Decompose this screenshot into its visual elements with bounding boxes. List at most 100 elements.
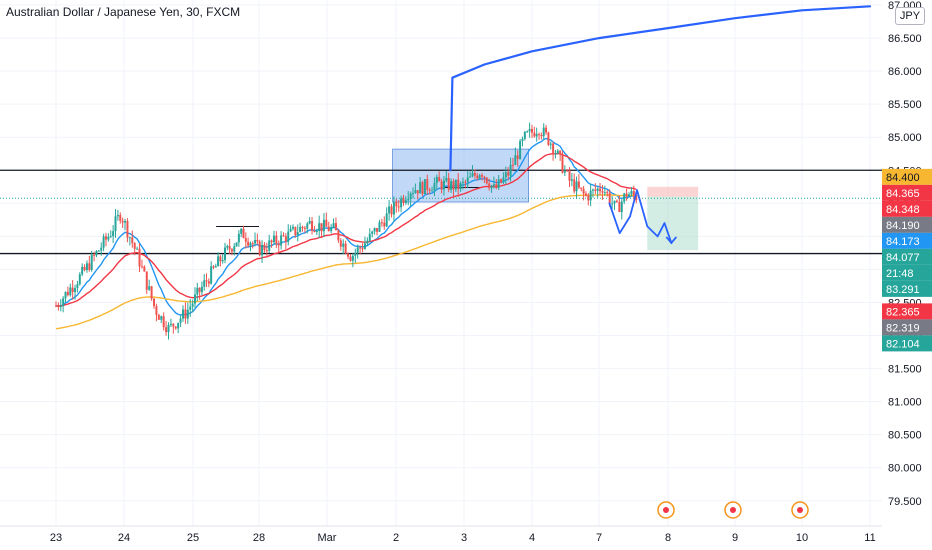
candle-body <box>395 201 398 207</box>
candle-body <box>83 266 86 271</box>
candle-body <box>296 232 299 235</box>
candle-body <box>542 127 545 137</box>
candle-body <box>228 245 231 250</box>
candle-body <box>392 201 395 215</box>
price-label-bg <box>882 216 932 233</box>
candle-body <box>552 143 555 154</box>
chart-grid <box>0 0 882 526</box>
candle-body <box>504 172 507 178</box>
horizontal-levels <box>0 169 882 255</box>
price-label-text: 82.104 <box>886 338 920 350</box>
time-tick-label: 11 <box>864 532 875 544</box>
candle-body <box>181 309 184 319</box>
candle-body <box>143 266 146 272</box>
candle-body <box>414 190 417 194</box>
candle-body <box>459 182 462 190</box>
candle-body <box>330 227 333 232</box>
candle-body <box>272 235 275 243</box>
candle-body <box>454 179 457 190</box>
candle-body <box>313 230 316 232</box>
candle-body <box>409 193 412 199</box>
candle-body <box>488 183 491 189</box>
candle-body <box>334 223 337 231</box>
candle-body <box>174 326 177 329</box>
event-marker-dot <box>663 507 669 513</box>
candle-body <box>270 240 273 243</box>
candle-body <box>435 176 438 184</box>
candle-body <box>566 170 569 172</box>
candle-body <box>162 316 165 328</box>
candle-body <box>445 177 448 181</box>
candle-body <box>466 177 469 183</box>
candle-body <box>447 177 450 190</box>
candle-body <box>268 240 271 251</box>
candle-body <box>556 150 559 154</box>
candle-body <box>327 226 330 232</box>
candle-body <box>632 191 635 196</box>
price-label-bg <box>882 248 932 265</box>
candle-body <box>119 214 122 221</box>
candle-body <box>402 198 405 203</box>
time-tick-label: 7 <box>596 532 602 544</box>
candle-body <box>378 222 381 232</box>
currency-badge[interactable]: JPY <box>895 7 925 25</box>
candle-body <box>366 240 369 244</box>
hand-drawings <box>449 5 872 245</box>
time-axis[interactable]: 23 24 25 28 Mar 2 3 4 7 8 9 10 11 <box>0 525 932 550</box>
price-tick-label: 85.500 <box>888 99 922 111</box>
candle-body <box>210 266 213 284</box>
candle-body <box>280 235 283 246</box>
candle-body <box>426 179 429 190</box>
candle-body <box>502 177 505 183</box>
candle-body <box>359 247 362 249</box>
candle-body <box>478 175 481 179</box>
candle-body <box>128 237 131 239</box>
candle-body <box>587 195 590 201</box>
candle-body <box>145 271 148 290</box>
ema-line-2 <box>55 194 637 330</box>
candle-body <box>373 227 376 232</box>
candle-body <box>249 243 252 246</box>
candle-body <box>325 219 328 227</box>
candle-body <box>535 134 538 137</box>
candle-body <box>172 323 175 327</box>
candle-body <box>256 239 259 242</box>
price-label-text: 82.319 <box>886 322 920 334</box>
candle-body <box>289 228 292 232</box>
candle-body <box>476 175 479 179</box>
price-label-text: 84.400 <box>886 172 920 184</box>
price-label-text: 83.291 <box>886 284 920 296</box>
candle-body <box>523 131 526 139</box>
symbol-title[interactable]: Australian Dollar / Japanese Yen, 30, FX… <box>6 5 241 19</box>
candle-body <box>531 128 533 133</box>
candle-body <box>419 182 422 194</box>
stop-loss-zone <box>647 186 699 197</box>
candle-body <box>196 287 199 295</box>
candle-body <box>618 201 621 213</box>
ema-line-0 <box>55 137 637 316</box>
candle-body <box>452 181 455 190</box>
candle-body <box>193 294 196 304</box>
candle-body <box>589 190 592 201</box>
candle-body <box>521 138 524 142</box>
candle-body <box>495 184 498 189</box>
price-label-text: 84.190 <box>886 220 920 232</box>
candle-body <box>100 247 103 251</box>
candle-body <box>55 305 57 307</box>
candle-body <box>559 150 562 155</box>
event-markers[interactable] <box>657 501 809 519</box>
candle-body <box>473 172 476 176</box>
candle-body <box>582 188 585 194</box>
price-label-bg <box>882 264 932 281</box>
candle-body <box>217 256 220 267</box>
time-tick-label: 24 <box>118 532 130 544</box>
candle-body <box>584 193 587 196</box>
candle-body <box>400 198 403 208</box>
candle-body <box>635 195 638 201</box>
candle-body <box>85 263 88 271</box>
candle-body <box>351 255 354 261</box>
candle-body <box>150 286 153 299</box>
candle-body <box>198 287 201 293</box>
moving-averages <box>55 137 637 330</box>
